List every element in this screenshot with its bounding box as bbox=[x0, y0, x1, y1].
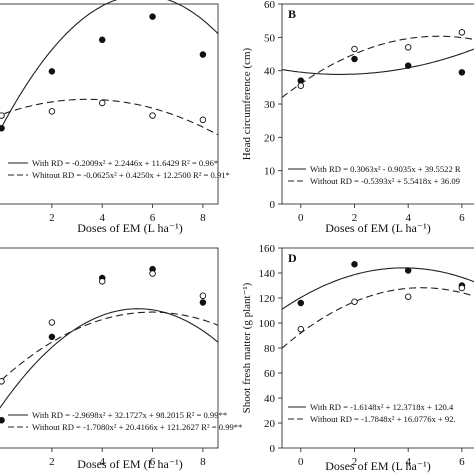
data-point-with-rd bbox=[458, 69, 466, 76]
y-tick-label: 40 bbox=[264, 66, 276, 78]
y-tick-label: 60 bbox=[264, 0, 276, 11]
x-axis-label: Doses of EM (L ha⁻¹) bbox=[325, 459, 430, 473]
fit-line-without-rd bbox=[281, 287, 474, 349]
y-tick-label: 20 bbox=[264, 418, 276, 430]
legend-entry: With RD = -0.2009x² + 2.2446x + 11.6429 … bbox=[32, 158, 218, 168]
data-point-without-rd bbox=[0, 378, 5, 385]
data-point-without-rd bbox=[199, 116, 207, 124]
data-point-without-rd bbox=[149, 270, 156, 277]
panel-label: B bbox=[288, 7, 296, 21]
x-tick-label: 2 bbox=[352, 212, 358, 224]
x-axis-label: Doses of EM (L ha⁻¹) bbox=[77, 221, 182, 235]
fit-line-with-rd bbox=[281, 267, 474, 310]
x-tick-label: 4 bbox=[99, 456, 105, 468]
x-tick-label: 8 bbox=[200, 212, 206, 224]
y-tick-label: 0 bbox=[270, 199, 276, 211]
y-tick-label: 140 bbox=[259, 268, 276, 280]
data-point-with-rd bbox=[351, 261, 358, 268]
legend-entry: With RD = 0.3063x² - 0.9035x + 39.5522 R bbox=[310, 164, 461, 174]
legend-entry: Whitout RD = -0.0625x² + 0.4250x + 12.25… bbox=[32, 170, 230, 180]
x-tick-label: 6 bbox=[459, 212, 465, 224]
fit-line-without-rd bbox=[281, 35, 474, 98]
y-tick-label: 50 bbox=[264, 32, 276, 44]
y-tick-label: 80 bbox=[264, 343, 276, 355]
legend-entry: Without RD = -1.7080x² + 20.4166x + 121.… bbox=[32, 422, 242, 432]
data-point-without-rd bbox=[404, 44, 412, 51]
x-tick-label: 8 bbox=[200, 456, 206, 468]
data-point-with-rd bbox=[48, 68, 56, 75]
legend-entry: With RD = -1.6148x² + 12.3718x + 120.4 bbox=[310, 402, 454, 412]
y-tick-label: 30 bbox=[264, 99, 276, 111]
panel-a: 2 4 6 8 With RD = -0.2009x² + 2.2446x + 11.6… bbox=[0, 0, 230, 235]
x-tick-label: 4 bbox=[405, 456, 411, 468]
y-tick-label: 40 bbox=[264, 393, 276, 405]
y-tick-label: 60 bbox=[264, 368, 276, 380]
fit-line-without-rd bbox=[0, 98, 219, 136]
data-point-without-rd bbox=[297, 82, 305, 89]
x-tick-label: 0 bbox=[298, 212, 304, 224]
legend-entry: With RD = -2.9698x² + 32.1727x + 98.2015… bbox=[32, 410, 227, 420]
y-tick-label: 0 bbox=[270, 443, 276, 455]
y-tick-label: 20 bbox=[264, 132, 276, 144]
plot-frame bbox=[0, 247, 219, 449]
plot-frame bbox=[281, 3, 474, 205]
x-axis-label: Doses of EM (L ha⁻¹) bbox=[325, 221, 430, 235]
data-point-without-rd bbox=[48, 319, 56, 326]
x-tick-label: 6 bbox=[150, 456, 156, 468]
fit-line-with-rd bbox=[0, 308, 219, 409]
data-point-with-rd bbox=[0, 124, 5, 132]
y-tick-label: 10 bbox=[264, 166, 276, 178]
fit-line-with-rd bbox=[0, 0, 219, 132]
data-point-without-rd bbox=[297, 326, 305, 333]
data-point-without-rd bbox=[98, 278, 106, 285]
x-tick-label: 2 bbox=[49, 456, 55, 468]
data-point-with-rd bbox=[98, 36, 106, 44]
x-tick-label: 2 bbox=[352, 456, 358, 468]
legend-entry: Without RD = -0.5393x² + 5.5418x + 36.09 bbox=[310, 176, 460, 186]
data-point-with-rd bbox=[199, 299, 207, 306]
x-tick-label: 6 bbox=[150, 212, 156, 224]
y-tick-label: 160 bbox=[259, 243, 276, 255]
x-axis-label: Doses of EM (L ha⁻¹) bbox=[77, 457, 182, 471]
fit-line-without-rd bbox=[0, 311, 219, 383]
y-tick-label: 120 bbox=[259, 293, 276, 305]
x-tick-label: 2 bbox=[49, 212, 55, 224]
data-point-without-rd bbox=[48, 108, 56, 115]
data-point-with-rd bbox=[404, 62, 412, 69]
data-point-without-rd bbox=[351, 45, 358, 53]
x-tick-label: 4 bbox=[99, 212, 105, 224]
legend-entry: Without RD = -1.7848x² + 16.0776x + 92. bbox=[310, 414, 456, 424]
data-point-without-rd bbox=[0, 112, 5, 119]
data-point-without-rd bbox=[458, 29, 466, 36]
x-tick-label: 6 bbox=[459, 456, 465, 468]
fit-line-with-rd bbox=[281, 48, 474, 75]
data-point-without-rd bbox=[404, 293, 412, 301]
data-point-with-rd bbox=[149, 13, 156, 20]
data-point-without-rd bbox=[149, 112, 156, 119]
y-axis-label: Shoot fresh matter (g plant⁻¹) bbox=[241, 282, 253, 413]
panel-c: 2 4 6 8 With RD = -2.9698x² + 32.1727x + 98.… bbox=[0, 247, 242, 471]
data-point-with-rd bbox=[199, 51, 207, 58]
x-tick-label: 0 bbox=[298, 456, 304, 468]
data-point-with-rd bbox=[404, 267, 412, 274]
data-point-with-rd bbox=[0, 416, 5, 424]
y-tick-label: 100 bbox=[259, 318, 276, 330]
data-point-with-rd bbox=[351, 55, 358, 63]
data-point-without-rd bbox=[351, 298, 358, 306]
data-point-with-rd bbox=[48, 333, 56, 341]
data-point-without-rd bbox=[458, 284, 466, 292]
data-point-without-rd bbox=[98, 99, 106, 107]
y-axis-label: Head circumference (cm) bbox=[241, 47, 253, 160]
data-point-without-rd bbox=[199, 292, 207, 300]
panel-label: D bbox=[288, 251, 297, 265]
x-tick-label: 4 bbox=[405, 212, 411, 224]
data-point-with-rd bbox=[297, 299, 305, 307]
